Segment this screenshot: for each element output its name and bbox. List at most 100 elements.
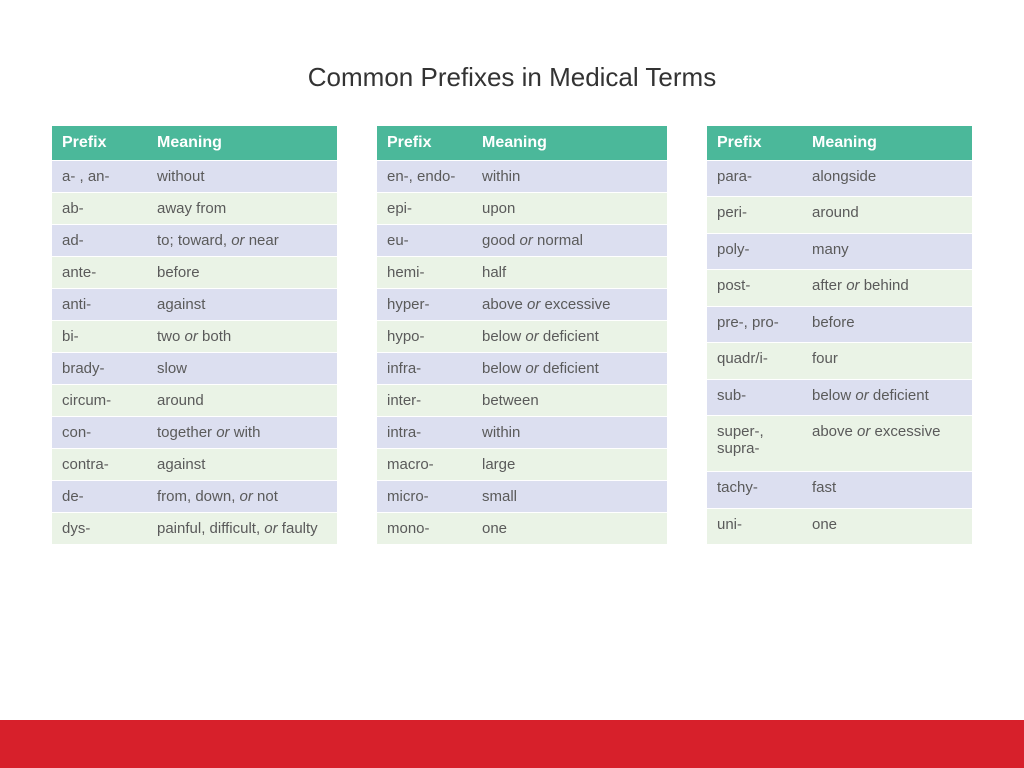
table-row: pre-, pro-before [707,307,972,342]
prefix-cell: hemi- [377,257,472,288]
prefix-cell: inter- [377,385,472,416]
meaning-cell: against [147,449,337,480]
table-row: a- , an-without [52,161,337,192]
table-row: uni-one [707,509,972,544]
prefix-cell: hyper- [377,289,472,320]
meaning-cell: four [802,343,972,378]
prefix-cell: a- , an- [52,161,147,192]
meaning-cell: one [802,509,972,544]
column-header-meaning: Meaning [802,126,972,160]
meaning-cell: above or excessive [802,416,972,471]
prefix-cell: peri- [707,197,802,232]
column-header-meaning: Meaning [472,126,667,160]
column-header-meaning: Meaning [147,126,337,160]
meaning-cell: above or excessive [472,289,667,320]
meaning-cell: against [147,289,337,320]
table-row: quadr/i-four [707,343,972,378]
prefix-cell: hypo- [377,321,472,352]
table-row: ante-before [52,257,337,288]
table-row: post-after or behind [707,270,972,305]
meaning-cell: before [147,257,337,288]
prefix-cell: en-, endo- [377,161,472,192]
prefix-cell: brady- [52,353,147,384]
meaning-cell: within [472,417,667,448]
prefix-cell: anti- [52,289,147,320]
meaning-cell: without [147,161,337,192]
prefix-cell: epi- [377,193,472,224]
table-row: intra-within [377,417,667,448]
prefix-cell: uni- [707,509,802,544]
table-row: de-from, down, or not [52,481,337,512]
prefix-cell: sub- [707,380,802,415]
prefix-cell: poly- [707,234,802,269]
meaning-cell: to; toward, or near [147,225,337,256]
footer-bar [0,720,1024,768]
meaning-cell: between [472,385,667,416]
table-row: anti-against [52,289,337,320]
table-row: sub-below or deficient [707,380,972,415]
table-row: hypo-below or deficient [377,321,667,352]
table-row: hemi-half [377,257,667,288]
table-row: contra-against [52,449,337,480]
column-header-prefix: Prefix [377,126,472,160]
table-row: bi-two or both [52,321,337,352]
meaning-cell: large [472,449,667,480]
table-row: poly-many [707,234,972,269]
meaning-cell: below or deficient [802,380,972,415]
prefix-table-3: PrefixMeaningpara-alongsideperi-aroundpo… [707,125,972,545]
prefix-cell: micro- [377,481,472,512]
prefix-cell: ante- [52,257,147,288]
meaning-cell: below or deficient [472,353,667,384]
table-row: dys-painful, difficult, or faulty [52,513,337,544]
table-row: epi-upon [377,193,667,224]
prefix-cell: macro- [377,449,472,480]
prefix-table-1: PrefixMeaninga- , an-withoutab-away from… [52,125,337,545]
tables-container: PrefixMeaninga- , an-withoutab-away from… [0,125,1024,545]
table-row: infra-below or deficient [377,353,667,384]
meaning-cell: within [472,161,667,192]
table-row: ab-away from [52,193,337,224]
meaning-cell: painful, difficult, or faulty [147,513,337,544]
prefix-table-2: PrefixMeaningen-, endo-withinepi-uponeu-… [377,125,667,545]
meaning-cell: good or normal [472,225,667,256]
meaning-cell: away from [147,193,337,224]
meaning-cell: before [802,307,972,342]
meaning-cell: below or deficient [472,321,667,352]
table-row: en-, endo-within [377,161,667,192]
column-header-prefix: Prefix [707,126,802,160]
prefix-cell: pre-, pro- [707,307,802,342]
table-row: inter-between [377,385,667,416]
table-row: con-together or with [52,417,337,448]
prefix-cell: para- [707,161,802,196]
prefix-cell: contra- [52,449,147,480]
meaning-cell: upon [472,193,667,224]
meaning-cell: slow [147,353,337,384]
table-row: para-alongside [707,161,972,196]
meaning-cell: alongside [802,161,972,196]
prefix-cell: intra- [377,417,472,448]
table-row: circum-around [52,385,337,416]
meaning-cell: two or both [147,321,337,352]
meaning-cell: around [147,385,337,416]
page-title: Common Prefixes in Medical Terms [0,0,1024,125]
table-row: micro-small [377,481,667,512]
prefix-cell: tachy- [707,472,802,507]
prefix-cell: con- [52,417,147,448]
table-row: macro-large [377,449,667,480]
meaning-cell: after or behind [802,270,972,305]
meaning-cell: together or with [147,417,337,448]
prefix-cell: bi- [52,321,147,352]
prefix-cell: ad- [52,225,147,256]
prefix-cell: dys- [52,513,147,544]
prefix-cell: infra- [377,353,472,384]
prefix-cell: super-, supra- [707,416,802,471]
table-row: tachy-fast [707,472,972,507]
prefix-cell: quadr/i- [707,343,802,378]
table-row: eu-good or normal [377,225,667,256]
prefix-cell: mono- [377,513,472,544]
prefix-cell: ab- [52,193,147,224]
column-header-prefix: Prefix [52,126,147,160]
prefix-cell: circum- [52,385,147,416]
meaning-cell: one [472,513,667,544]
prefix-cell: eu- [377,225,472,256]
